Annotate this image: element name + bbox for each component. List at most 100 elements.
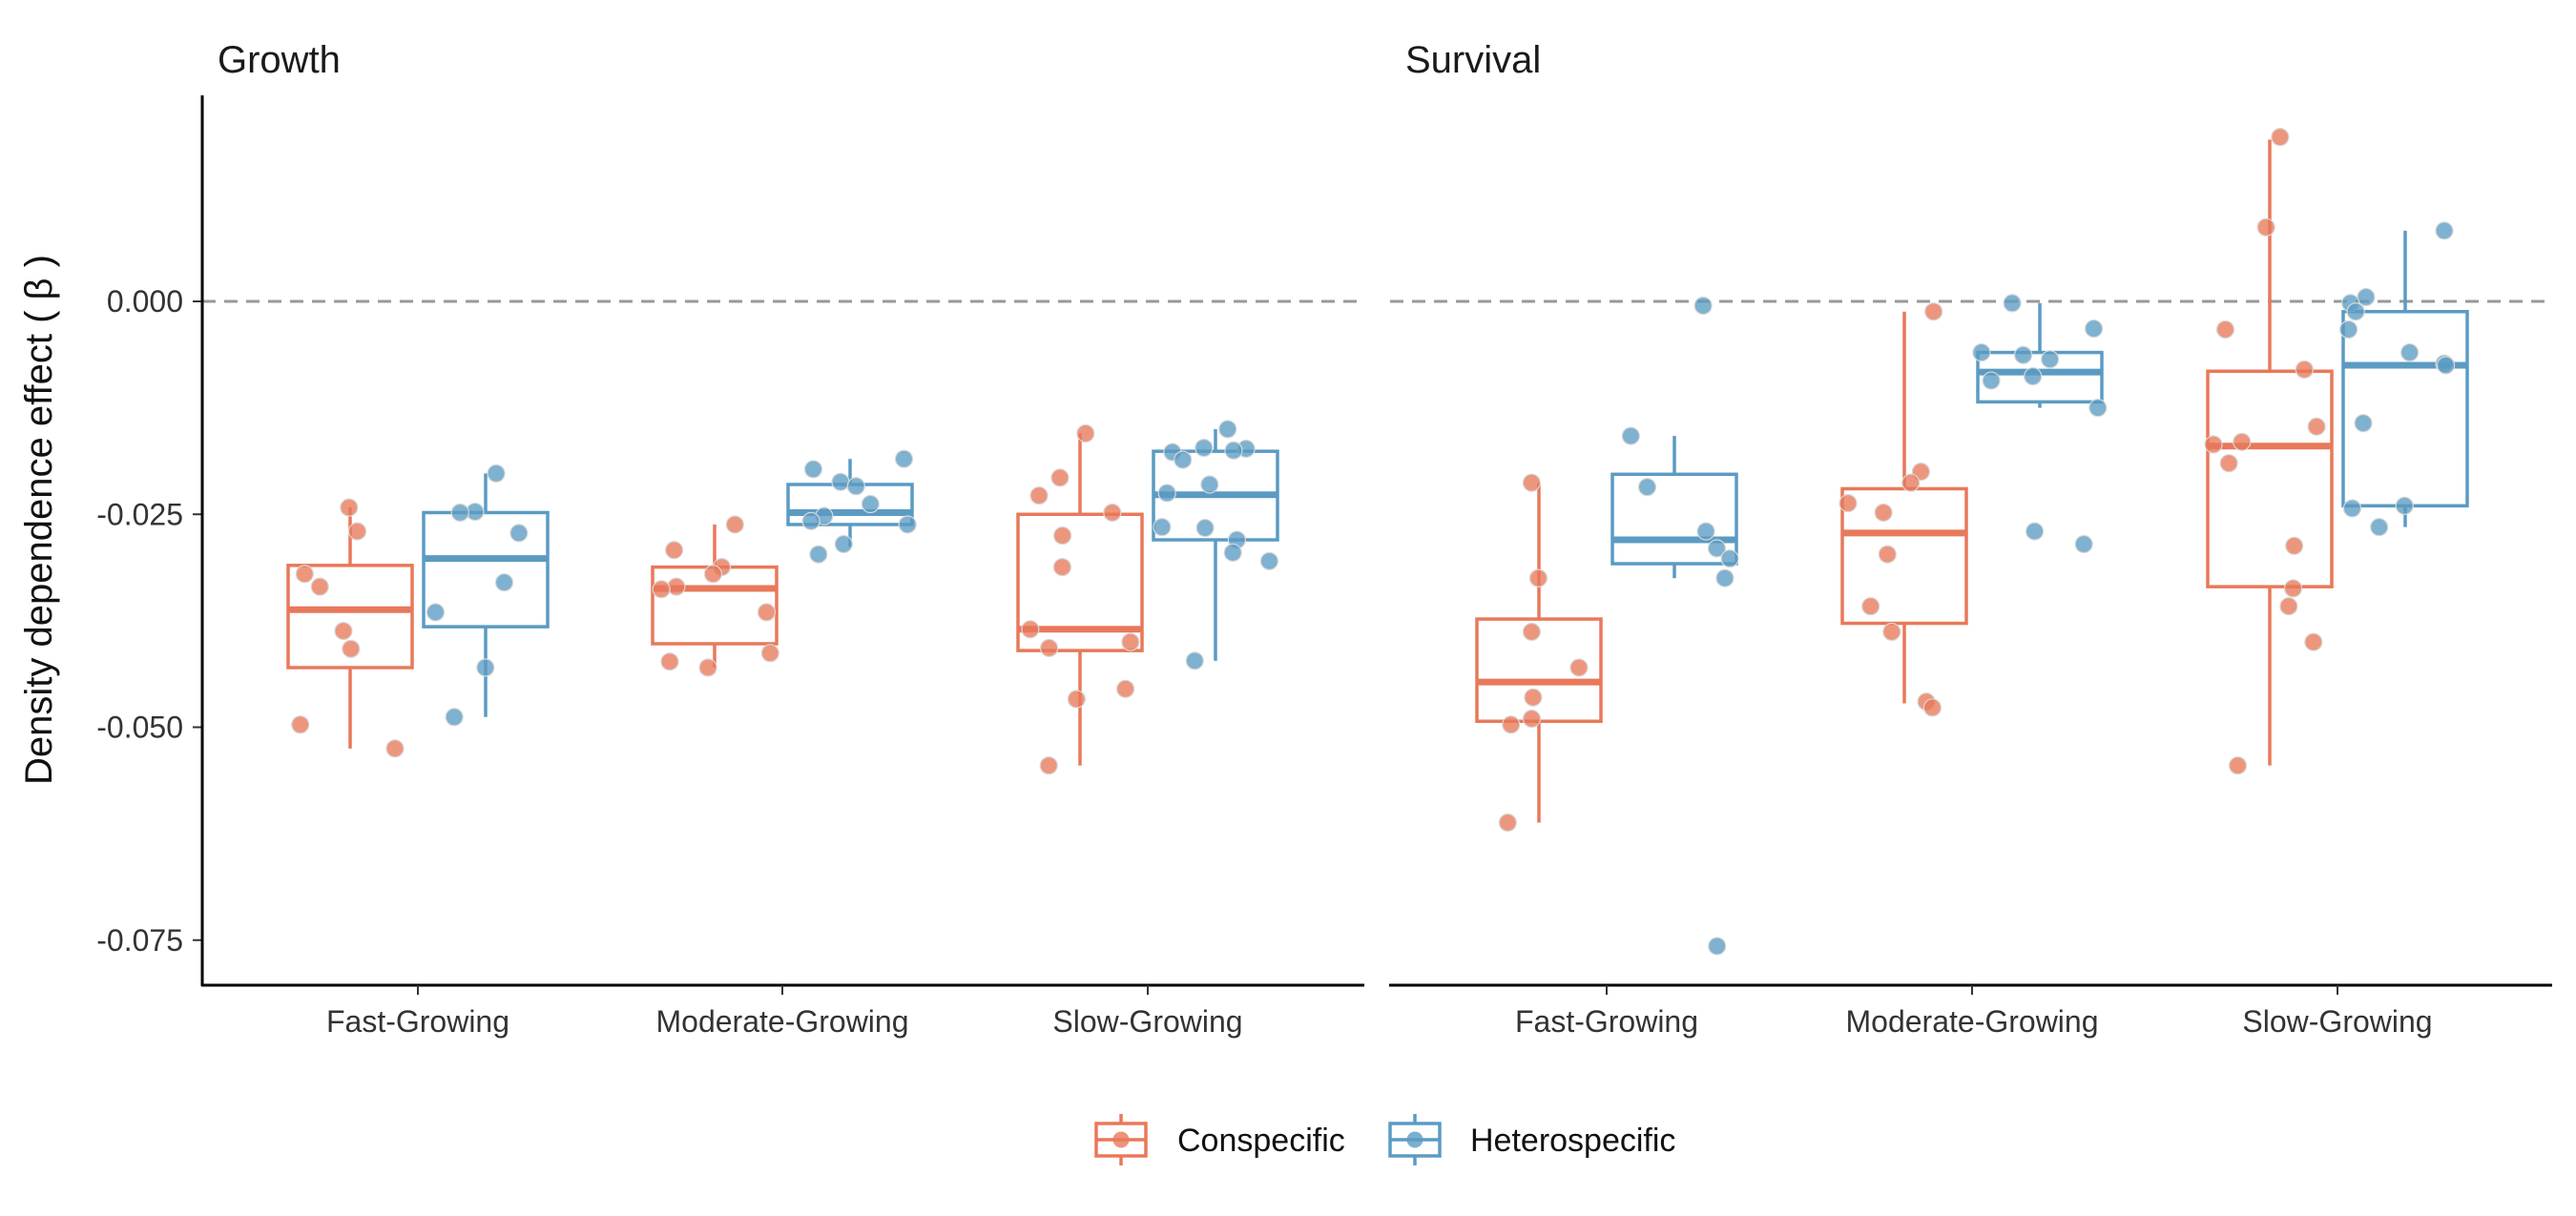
data-point-slow-growing-conspecific: [1021, 620, 1040, 639]
data-point-moderate-growing-heterospecific: [1982, 371, 2001, 390]
data-point-moderate-growing-heterospecific: [2084, 319, 2104, 339]
data-point-fast-growing-conspecific: [1502, 715, 1521, 734]
legend: Conspecific Heterospecific: [1094, 1114, 1675, 1165]
data-point-moderate-growing-heterospecific: [2025, 522, 2045, 541]
data-point-moderate-growing-conspecific: [698, 658, 717, 677]
data-point-slow-growing-conspecific: [1029, 486, 1049, 505]
panel-survival: [1475, 128, 2469, 956]
data-point-fast-growing-heterospecific: [494, 573, 514, 592]
data-point-fast-growing-heterospecific: [1621, 426, 1640, 445]
data-point-moderate-growing-heterospecific: [2003, 294, 2022, 313]
data-point-moderate-growing-heterospecific: [2041, 350, 2060, 369]
axis-lines: Fast-Growing Moderate-Growing Slow-Growing…: [200, 95, 2552, 1039]
panel-title-survival: Survival: [1405, 39, 1541, 81]
data-point-moderate-growing-conspecific: [667, 577, 686, 596]
data-point-moderate-growing-conspecific: [757, 603, 777, 622]
data-point-slow-growing-conspecific: [1050, 468, 1070, 487]
data-point-fast-growing-heterospecific: [509, 524, 529, 543]
data-point-fast-growing-conspecific: [340, 498, 359, 517]
data-point-slow-growing-conspecific: [1067, 690, 1086, 709]
x-tick-label: Moderate-Growing: [656, 1004, 909, 1039]
data-point-slow-growing-heterospecific: [1195, 518, 1215, 538]
data-point-fast-growing-heterospecific: [1707, 539, 1727, 558]
data-point-slow-growing-heterospecific: [1218, 420, 1237, 439]
data-point-fast-growing-heterospecific: [1715, 568, 1735, 587]
y-axis-ticks: 0.000 -0.025 -0.050 -0.075: [96, 284, 202, 958]
data-point-fast-growing-conspecific: [1528, 568, 1548, 587]
box-fast-growing-heterospecific: [422, 510, 550, 629]
data-point-slow-growing-conspecific: [2279, 597, 2298, 616]
data-point-moderate-growing-conspecific: [1861, 597, 1880, 616]
x-tick-label: Slow-Growing: [2242, 1004, 2432, 1039]
data-point-moderate-growing-heterospecific: [2088, 399, 2108, 418]
data-point-fast-growing-conspecific: [1524, 688, 1543, 707]
data-point-slow-growing-heterospecific: [1174, 450, 1193, 469]
data-point-slow-growing-heterospecific: [2357, 287, 2376, 307]
box-fast-growing-conspecific: [286, 564, 414, 670]
data-point-fast-growing-heterospecific: [426, 603, 446, 622]
y-tick-label: 0.000: [107, 284, 183, 319]
data-point-slow-growing-conspecific: [1052, 558, 1072, 577]
data-point-moderate-growing-heterospecific: [2024, 366, 2043, 386]
data-point-fast-growing-conspecific: [295, 565, 314, 584]
data-point-moderate-growing-heterospecific: [2074, 534, 2093, 554]
data-point-moderate-growing-heterospecific: [1972, 342, 1991, 362]
data-point-moderate-growing-conspecific: [660, 652, 679, 671]
data-point-moderate-growing-conspecific: [1924, 302, 1943, 321]
data-point-fast-growing-heterospecific: [1720, 549, 1739, 568]
data-point-slow-growing-conspecific: [2219, 454, 2238, 473]
data-point-moderate-growing-heterospecific: [831, 472, 850, 491]
data-point-fast-growing-heterospecific: [445, 708, 464, 727]
data-point-fast-growing-conspecific: [347, 522, 367, 541]
data-point-slow-growing-heterospecific: [2370, 518, 2389, 537]
legend-label-conspecific: Conspecific: [1177, 1123, 1345, 1159]
data-point-fast-growing-heterospecific: [1637, 478, 1657, 497]
data-point-slow-growing-conspecific: [1039, 638, 1059, 658]
data-point-moderate-growing-conspecific: [1922, 698, 1942, 717]
data-point-slow-growing-conspecific: [2304, 632, 2323, 651]
data-point-slow-growing-heterospecific: [2342, 499, 2362, 518]
data-point-moderate-growing-heterospecific: [861, 494, 880, 514]
data-point-moderate-growing-conspecific: [652, 580, 671, 599]
box-fast-growing-heterospecific: [1610, 472, 1738, 566]
panel-growth: [286, 420, 1279, 775]
data-point-slow-growing-heterospecific: [2339, 319, 2358, 340]
data-point-slow-growing-conspecific: [1121, 632, 1140, 651]
y-tick-label: -0.075: [96, 923, 183, 958]
data-point-moderate-growing-heterospecific: [809, 545, 828, 564]
legend-key-heterospecific: [1388, 1114, 1442, 1165]
data-point-moderate-growing-conspecific: [664, 541, 684, 560]
data-point-slow-growing-conspecific: [2256, 217, 2275, 237]
data-point-slow-growing-conspecific: [2215, 319, 2235, 340]
data-point-moderate-growing-conspecific: [760, 644, 779, 663]
data-point-moderate-growing-heterospecific: [846, 477, 865, 496]
data-point-moderate-growing-conspecific: [1882, 622, 1901, 642]
x-tick-label: Slow-Growing: [1052, 1004, 1242, 1039]
data-point-slow-growing-heterospecific: [1153, 518, 1172, 537]
data-point-slow-growing-conspecific: [1076, 423, 1095, 443]
data-point-moderate-growing-conspecific: [1901, 473, 1921, 492]
data-point-slow-growing-conspecific: [1053, 526, 1072, 546]
data-point-fast-growing-conspecific: [385, 739, 405, 758]
data-point-moderate-growing-conspecific: [1839, 494, 1858, 513]
y-tick-label: -0.025: [96, 497, 183, 531]
data-point-moderate-growing-conspecific: [725, 515, 744, 534]
data-point-slow-growing-heterospecific: [1224, 441, 1243, 460]
data-point-slow-growing-heterospecific: [1185, 651, 1204, 670]
data-point-fast-growing-conspecific: [1522, 473, 1541, 492]
data-point-slow-growing-heterospecific: [1259, 551, 1279, 570]
data-point-moderate-growing-heterospecific: [894, 449, 914, 468]
data-point-slow-growing-conspecific: [1039, 756, 1058, 775]
data-point-slow-growing-conspecific: [1116, 679, 1135, 698]
x-tick-label: Moderate-Growing: [1846, 1004, 2099, 1039]
data-point-slow-growing-heterospecific: [1200, 475, 1219, 494]
data-point-moderate-growing-heterospecific: [898, 515, 917, 534]
data-point-fast-growing-heterospecific: [487, 464, 506, 483]
x-tick-label: Fast-Growing: [1515, 1004, 1698, 1039]
data-point-slow-growing-heterospecific: [1223, 543, 1242, 563]
data-point-fast-growing-conspecific: [334, 621, 353, 641]
data-point-fast-growing-conspecific: [291, 715, 310, 734]
data-point-fast-growing-conspecific: [342, 639, 361, 658]
data-point-slow-growing-conspecific: [2295, 360, 2314, 380]
